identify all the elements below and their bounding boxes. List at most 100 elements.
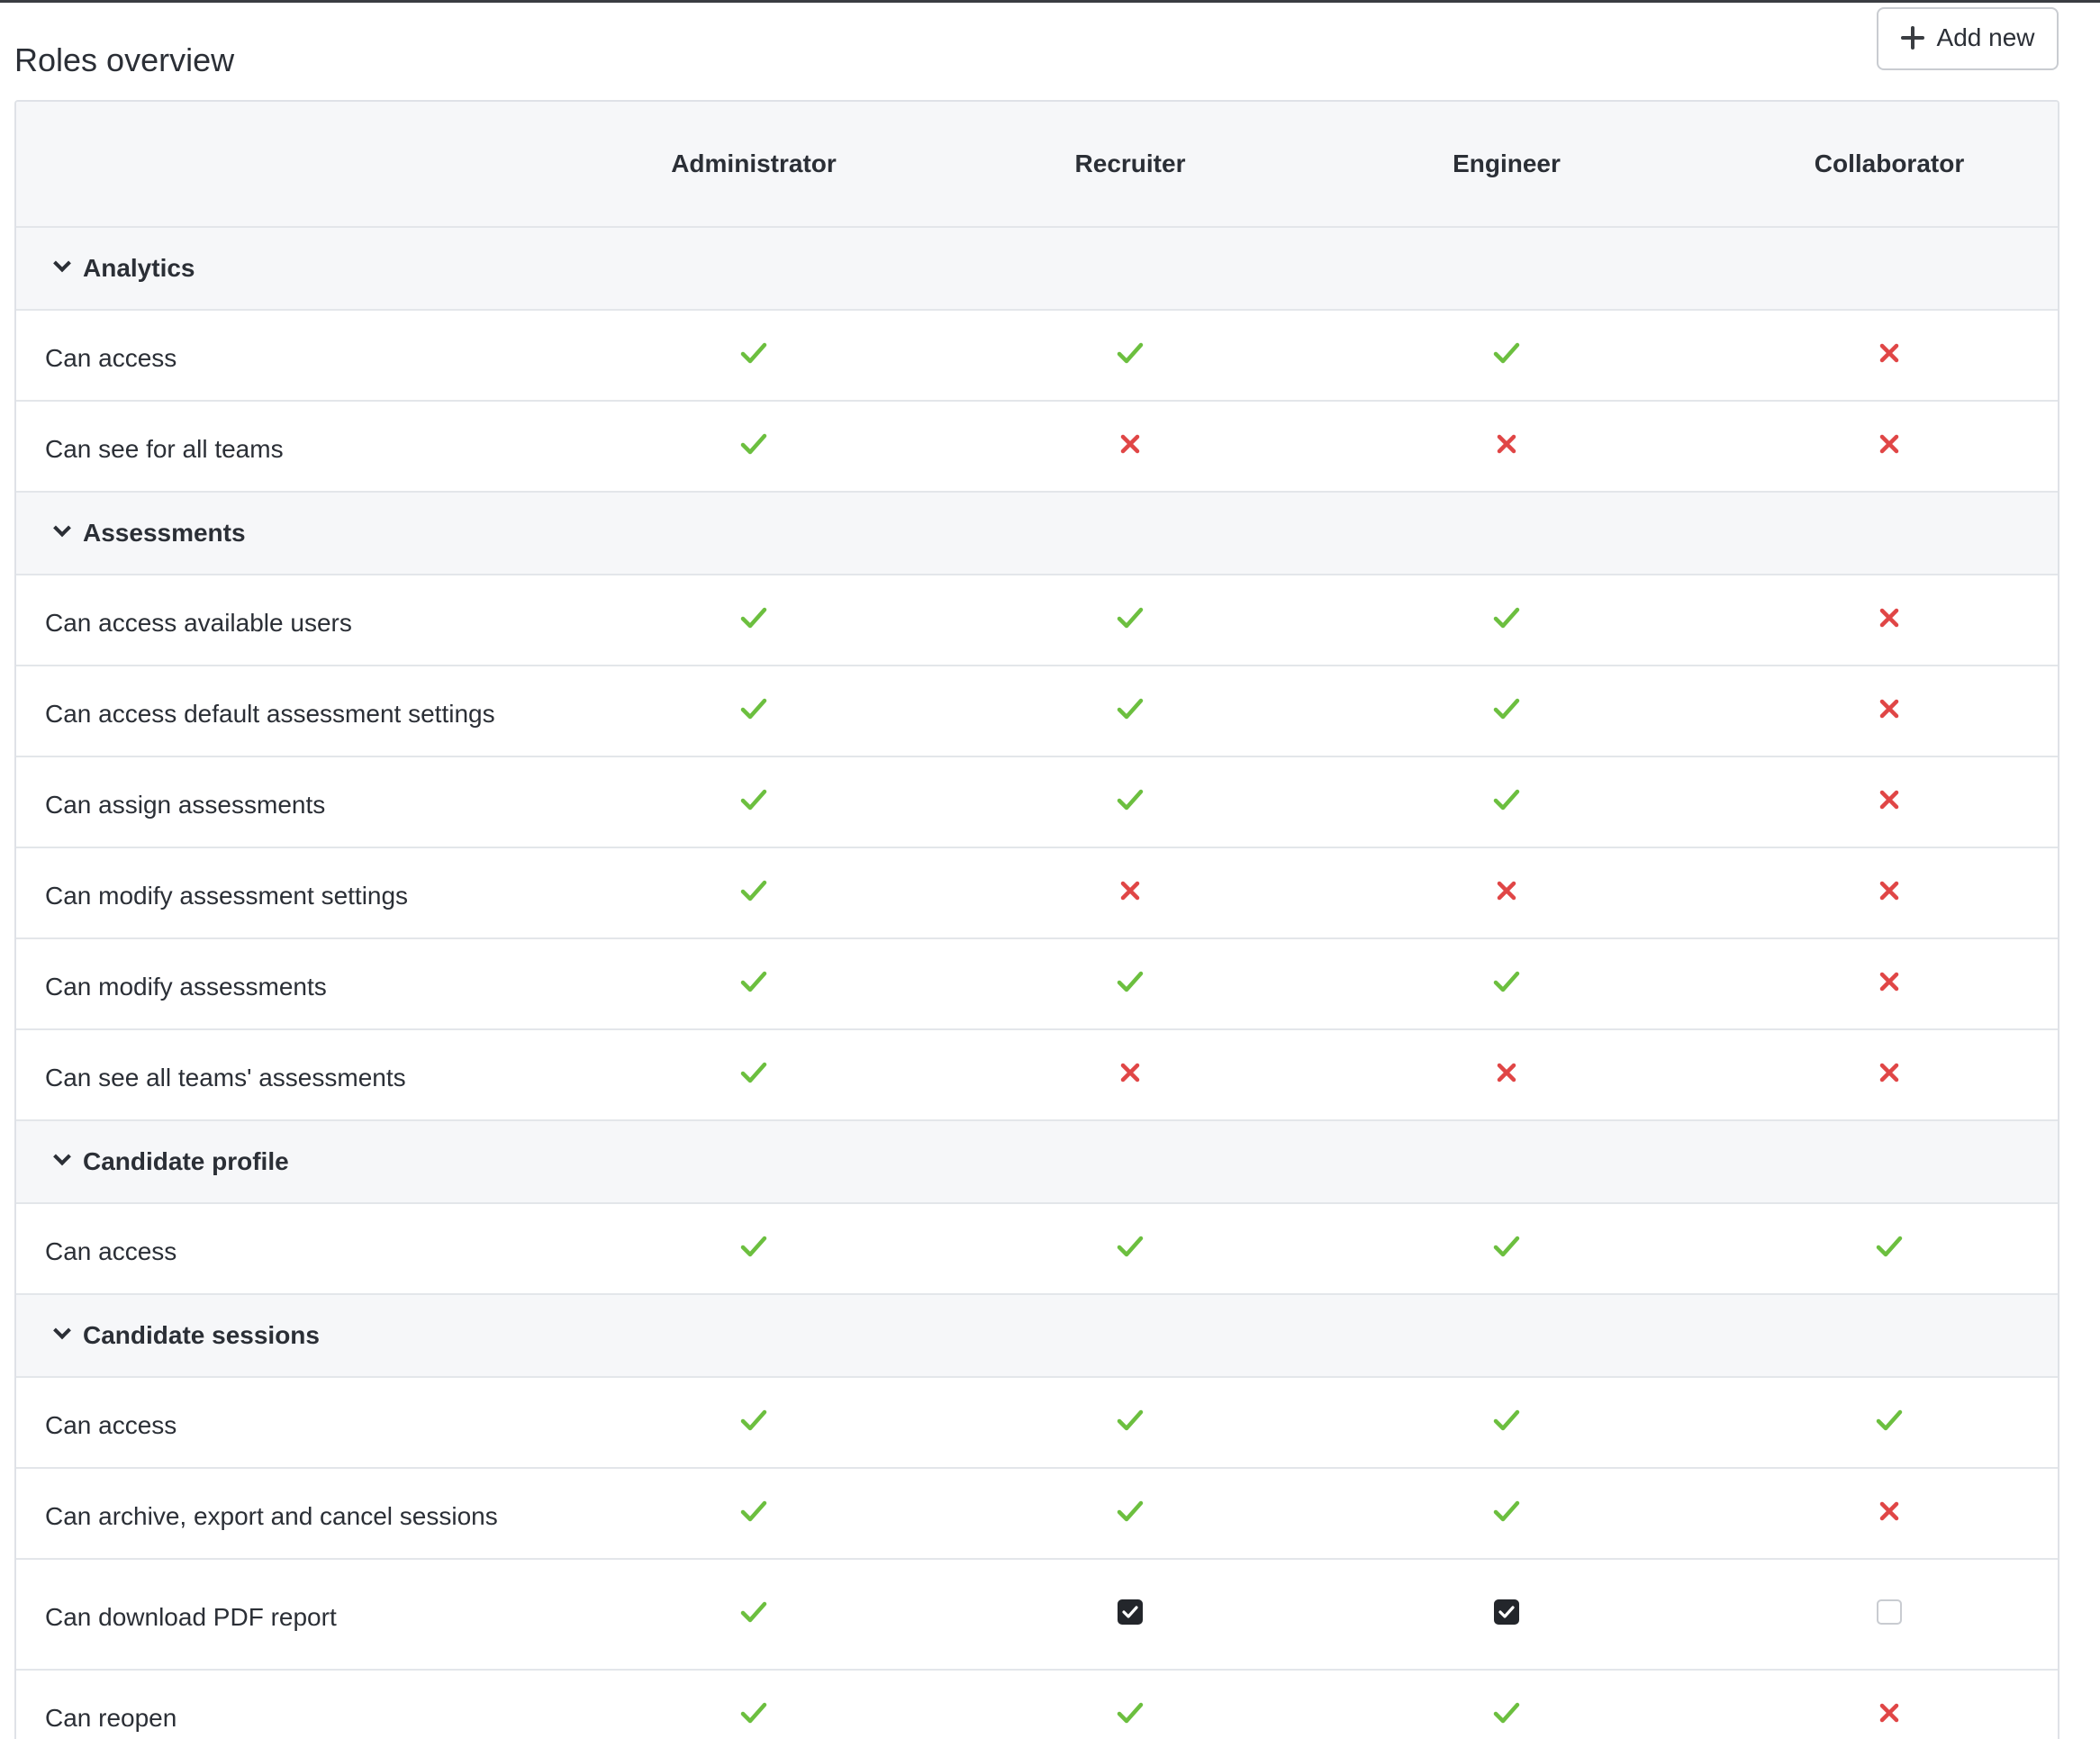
- cross-icon-collaborator: [1862, 1030, 1916, 1119]
- cross-icon-recruiter: [1103, 1030, 1157, 1119]
- cross-icon-collaborator: [1862, 402, 1916, 491]
- cross-icon-engineer: [1480, 1030, 1534, 1119]
- group-row-candidate-sessions[interactable]: Candidate sessions: [16, 1295, 2058, 1378]
- check-icon-administrator: [727, 1204, 781, 1293]
- add-new-label: Add new: [1936, 23, 2035, 51]
- permission-label: Can see all teams' assessments: [45, 1063, 406, 1091]
- table-header: Administrator Recruiter Engineer Collaborat…: [16, 102, 2058, 228]
- check-icon-engineer: [1480, 311, 1534, 400]
- check-icon-administrator: [727, 1378, 781, 1467]
- group-row-analytics[interactable]: Analytics: [16, 228, 2058, 311]
- check-icon-administrator: [727, 402, 781, 491]
- permission-row: Can access available users: [16, 575, 2058, 666]
- check-icon-engineer: [1480, 757, 1534, 847]
- group-row-candidate-profile[interactable]: Candidate profile: [16, 1121, 2058, 1204]
- check-icon-engineer: [1480, 1469, 1534, 1558]
- check-icon-recruiter: [1103, 1204, 1157, 1293]
- cross-icon-collaborator: [1862, 666, 1916, 756]
- checkbox-checked[interactable]: [1494, 1599, 1519, 1625]
- check-icon-recruiter: [1103, 311, 1157, 400]
- cross-icon-collaborator: [1862, 939, 1916, 1028]
- permission-row: Can download PDF report: [16, 1560, 2058, 1671]
- permission-label: Can download PDF report: [45, 1602, 337, 1631]
- cross-icon-collaborator: [1862, 848, 1916, 937]
- cross-icon-engineer: [1480, 848, 1534, 937]
- permission-label: Can access: [45, 1236, 177, 1265]
- permission-row: Can see for all teams: [16, 402, 2058, 493]
- check-icon-administrator: [727, 1560, 781, 1669]
- permission-label: Can access: [45, 1410, 177, 1439]
- check-icon-administrator: [727, 666, 781, 756]
- check-icon-administrator: [727, 1671, 781, 1739]
- check-icon-recruiter: [1103, 939, 1157, 1028]
- check-icon-administrator: [727, 848, 781, 937]
- permission-label: Can access available users: [45, 608, 352, 637]
- permission-row: Can assign assessments: [16, 757, 2058, 848]
- check-icon-recruiter: [1103, 1469, 1157, 1558]
- cross-icon-recruiter: [1103, 402, 1157, 491]
- permission-label: Can reopen: [45, 1703, 177, 1732]
- check-icon-administrator: [727, 1469, 781, 1558]
- permission-label: Can modify assessment settings: [45, 881, 409, 910]
- permission-label: Can access: [45, 343, 177, 372]
- permission-row: Can access: [16, 1204, 2058, 1295]
- check-icon-engineer: [1480, 939, 1534, 1028]
- group-label: Analytics: [83, 254, 195, 282]
- group-label: Candidate profile: [83, 1147, 289, 1175]
- checkbox-cell-collaborator: [1862, 1560, 1916, 1669]
- check-icon-recruiter: [1103, 757, 1157, 847]
- top-border: [0, 0, 2100, 3]
- cross-icon-collaborator: [1862, 1469, 1916, 1558]
- permission-row: Can access default assessment settings: [16, 666, 2058, 757]
- permission-row: Can reopen: [16, 1671, 2058, 1739]
- check-icon-recruiter: [1103, 1671, 1157, 1739]
- cross-icon-engineer: [1480, 402, 1534, 491]
- roles-table: Administrator Recruiter Engineer Collaborat…: [14, 100, 2059, 1739]
- cross-icon-recruiter: [1103, 848, 1157, 937]
- page-title: Roles overview: [14, 41, 235, 79]
- permission-row: Can archive, export and cancel sessions: [16, 1469, 2058, 1560]
- check-icon-administrator: [727, 939, 781, 1028]
- permission-row: Can modify assessment settings: [16, 848, 2058, 939]
- chevron-down-icon: [53, 519, 71, 538]
- check-icon-recruiter: [1103, 1378, 1157, 1467]
- permission-label: Can see for all teams: [45, 434, 284, 463]
- chevron-down-icon: [53, 254, 71, 273]
- check-icon-engineer: [1480, 575, 1534, 665]
- checkbox-cell-recruiter: [1103, 1560, 1157, 1669]
- column-header-collaborator: Collaborator: [1814, 149, 1965, 177]
- cross-icon-collaborator: [1862, 1671, 1916, 1739]
- permission-row: Can access: [16, 311, 2058, 402]
- group-row-assessments[interactable]: Assessments: [16, 493, 2058, 575]
- check-icon-administrator: [727, 311, 781, 400]
- check-icon-administrator: [727, 757, 781, 847]
- chevron-down-icon: [53, 1321, 71, 1340]
- check-icon-recruiter: [1103, 575, 1157, 665]
- table-body: Analytics Can access Can see for all teams…: [16, 228, 2058, 1739]
- check-icon-collaborator: [1862, 1378, 1916, 1467]
- check-icon-engineer: [1480, 1671, 1534, 1739]
- permission-label: Can modify assessments: [45, 972, 327, 1001]
- group-label: Assessments: [83, 519, 246, 547]
- check-icon-collaborator: [1862, 1204, 1916, 1293]
- permission-row: Can access: [16, 1378, 2058, 1469]
- cross-icon-collaborator: [1862, 575, 1916, 665]
- column-header-recruiter: Recruiter: [1074, 149, 1186, 177]
- cross-icon-collaborator: [1862, 757, 1916, 847]
- permission-row: Can modify assessments: [16, 939, 2058, 1030]
- checkbox-cell-engineer: [1480, 1560, 1534, 1669]
- check-icon-engineer: [1480, 666, 1534, 756]
- cross-icon-collaborator: [1862, 311, 1916, 400]
- plus-icon: [1900, 26, 1924, 50]
- check-icon-engineer: [1480, 1204, 1534, 1293]
- group-label: Candidate sessions: [83, 1321, 320, 1349]
- check-icon-administrator: [727, 575, 781, 665]
- column-header-engineer: Engineer: [1453, 149, 1561, 177]
- checkbox-unchecked[interactable]: [1877, 1599, 1902, 1625]
- permission-label: Can access default assessment settings: [45, 699, 495, 728]
- add-new-button[interactable]: Add new: [1877, 7, 2059, 70]
- permission-label: Can archive, export and cancel sessions: [45, 1501, 498, 1530]
- check-icon-recruiter: [1103, 666, 1157, 756]
- checkbox-checked[interactable]: [1118, 1599, 1143, 1625]
- permission-row: Can see all teams' assessments: [16, 1030, 2058, 1121]
